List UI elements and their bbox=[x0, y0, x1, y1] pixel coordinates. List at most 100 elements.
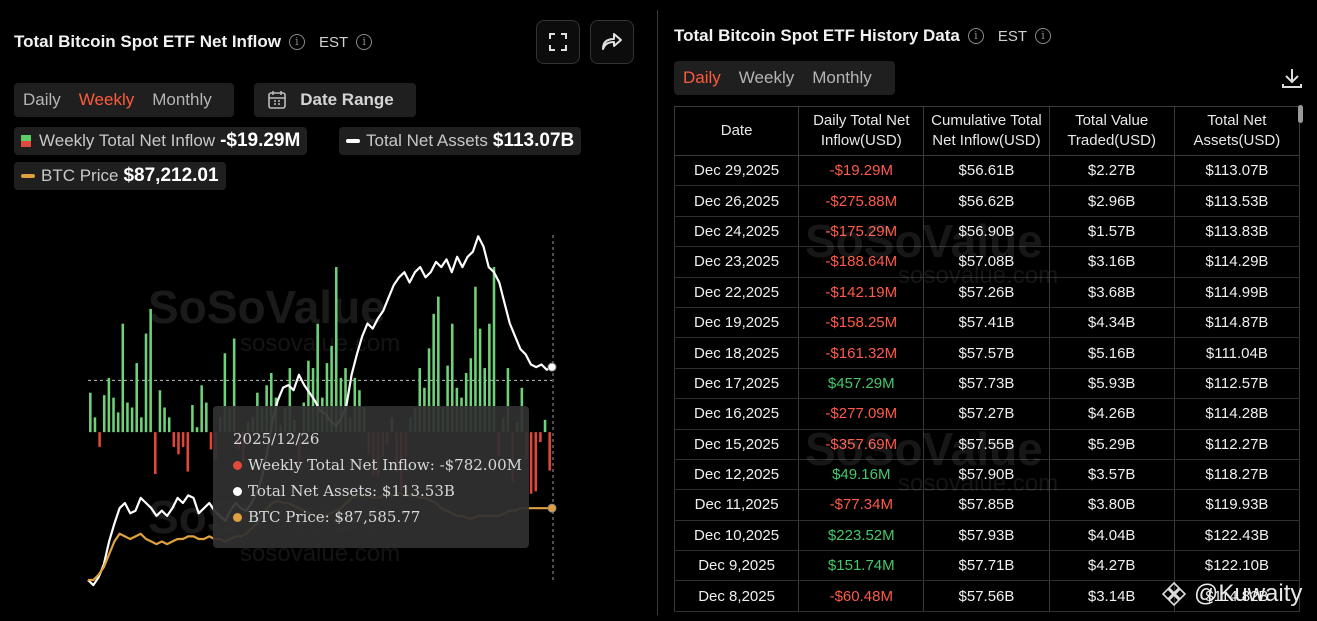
table-row[interactable]: Dec 19,2025 -$158.25M $57.41B $4.34B $114.87… bbox=[674, 307, 1300, 339]
tab-monthly[interactable]: Monthly bbox=[152, 90, 212, 109]
cell-cumulative-inflow: $57.27B bbox=[923, 398, 1050, 430]
cell-daily-inflow: -$188.64M bbox=[798, 246, 925, 278]
inflow-bar bbox=[506, 368, 510, 433]
cell-value-traded: $3.16B bbox=[1048, 246, 1175, 278]
date-range-button[interactable]: Date Range bbox=[254, 83, 416, 117]
watermark-url: sosovalue.com bbox=[240, 330, 401, 357]
cell-cumulative-inflow: $56.90B bbox=[923, 216, 1050, 248]
inflow-bar bbox=[437, 296, 440, 433]
panel-divider bbox=[657, 10, 658, 615]
info-icon[interactable]: i bbox=[356, 34, 373, 50]
tab-daily[interactable]: Daily bbox=[683, 68, 721, 87]
inflow-bar bbox=[288, 368, 292, 433]
cell-cumulative-inflow: $56.62B bbox=[923, 185, 1050, 217]
table-header-row: Date Daily Total Net Inflow(USD) Cumulat… bbox=[674, 106, 1300, 156]
inflow-bar bbox=[102, 395, 106, 433]
inflow-bar bbox=[469, 358, 473, 433]
y-left-tick-label: 1B bbox=[58, 377, 76, 392]
tab-weekly[interactable]: Weekly bbox=[738, 68, 795, 87]
right-header: Total Bitcoin Spot ETF History Data i ES… bbox=[674, 26, 1052, 46]
inflow-bar bbox=[418, 368, 422, 433]
tab-monthly[interactable]: Monthly bbox=[812, 68, 872, 87]
table-row[interactable]: Dec 9,2025 $151.74M $57.71B $4.27B $122.10B bbox=[674, 550, 1300, 582]
table-row[interactable]: Dec 10,2025 $223.52M $57.93B $4.04B $122.43B bbox=[674, 520, 1300, 552]
info-icon[interactable]: i bbox=[1035, 28, 1052, 44]
source-mark-text: @Kuwaity bbox=[1194, 580, 1303, 607]
inflow-bar bbox=[450, 323, 454, 433]
legend-bar-icon bbox=[21, 135, 31, 147]
table-title: Total Bitcoin Spot ETF History Data bbox=[674, 26, 960, 45]
cell-date: Dec 11,2025 bbox=[674, 489, 800, 521]
table-row[interactable]: Dec 15,2025 -$357.69M $57.55B $5.29B $112.27… bbox=[674, 429, 1300, 460]
legend-line-orange-icon bbox=[21, 174, 35, 178]
table-row[interactable]: Dec 11,2025 -$77.34M $57.85B $3.80B $119.93B bbox=[674, 489, 1300, 521]
cell-daily-inflow: $151.74M bbox=[798, 550, 925, 582]
cell-value-traded: $1.57B bbox=[1048, 216, 1175, 248]
info-icon[interactable]: i bbox=[288, 34, 305, 50]
table-row[interactable]: Dec 8,2025 -$60.48M $57.56B $3.14B $114.82B bbox=[674, 580, 1300, 612]
table-row[interactable]: Dec 16,2025 -$277.09M $57.27B $4.26B $114.28… bbox=[674, 398, 1300, 430]
fullscreen-button[interactable] bbox=[536, 20, 580, 64]
table-row[interactable]: Dec 29,2025 -$19.29M $56.61B $2.27B $113.07B bbox=[674, 155, 1300, 187]
cell-date: Dec 23,2025 bbox=[674, 246, 800, 278]
cell-cumulative-inflow: $56.61B bbox=[923, 155, 1050, 187]
cell-net-assets: $113.83B bbox=[1173, 216, 1300, 248]
tooltip-btc: BTC Price: $87,585.77 bbox=[248, 508, 421, 526]
cell-value-traded: $4.26B bbox=[1048, 398, 1175, 430]
watermark: SoSoValue bbox=[805, 215, 1043, 267]
cell-daily-inflow: -$77.34M bbox=[798, 489, 925, 521]
tooltip-row-assets: Total Net Assets: $113.53B bbox=[233, 482, 455, 500]
inflow-bar bbox=[89, 392, 92, 433]
header-cumulative-inflow[interactable]: Cumulative Total Net Inflow(USD) bbox=[923, 106, 1050, 156]
inflow-bar bbox=[325, 363, 329, 433]
inflow-bar bbox=[316, 323, 319, 433]
table-row[interactable]: Dec 24,2025 -$175.29M $56.90B $1.57B $113.83… bbox=[674, 216, 1300, 248]
history-table-wrap: Date Daily Total Net Inflow(USD) Cumulat… bbox=[674, 106, 1300, 621]
y-left-tick-label: -1B bbox=[54, 475, 76, 490]
table-row[interactable]: Dec 23,2025 -$188.64M $57.08B $3.16B $114.29… bbox=[674, 246, 1300, 278]
header-value-traded[interactable]: Total Value Traded(USD) bbox=[1048, 106, 1175, 156]
inflow-bar bbox=[135, 363, 138, 433]
cell-cumulative-inflow: $57.56B bbox=[923, 580, 1050, 612]
inflow-bar bbox=[427, 348, 431, 433]
info-icon[interactable]: i bbox=[967, 28, 984, 44]
download-button[interactable] bbox=[1280, 66, 1304, 95]
dot-icon bbox=[233, 460, 242, 470]
share-button[interactable] bbox=[590, 20, 634, 64]
table-row[interactable]: Dec 22,2025 -$142.19M $57.26B $3.68B $114.99… bbox=[674, 277, 1300, 308]
y-left-tick-label: 0 bbox=[68, 426, 76, 441]
download-icon bbox=[1282, 69, 1302, 88]
table-row[interactable]: Dec 12,2025 $49.16M $57.90B $3.57B $118.27B bbox=[674, 459, 1300, 491]
header-daily-inflow[interactable]: Daily Total Net Inflow(USD) bbox=[798, 106, 925, 156]
header-net-assets[interactable]: Total Net Assets(USD) bbox=[1173, 106, 1300, 156]
cell-net-assets: $119.93B bbox=[1173, 489, 1300, 521]
cell-date: Dec 15,2025 bbox=[674, 429, 800, 460]
tab-daily[interactable]: Daily bbox=[23, 90, 61, 109]
cell-net-assets: $114.82B bbox=[1173, 580, 1300, 612]
cell-net-assets: $113.07B bbox=[1173, 155, 1300, 187]
watermark-url: sosovalue.com bbox=[898, 262, 1059, 289]
cell-cumulative-inflow: $57.90B bbox=[923, 459, 1050, 491]
cell-cumulative-inflow: $57.26B bbox=[923, 277, 1050, 308]
inflow-bar bbox=[93, 417, 97, 433]
stat-btc-label: BTC Price bbox=[41, 166, 119, 185]
table-row[interactable]: Dec 26,2025 -$275.88M $56.62B $2.96B $113.53… bbox=[674, 185, 1300, 217]
tab-weekly[interactable]: Weekly bbox=[78, 90, 135, 109]
cell-date: Dec 26,2025 bbox=[674, 185, 800, 217]
tooltip-row-inflow: Weekly Total Net Inflow: -$782.00M bbox=[233, 456, 522, 474]
inflow-bar bbox=[200, 385, 203, 433]
stat-inflow-value: -$19.29M bbox=[220, 130, 301, 151]
stat-net-assets: Total Net Assets $113.07B bbox=[339, 127, 582, 155]
cell-cumulative-inflow: $57.08B bbox=[923, 246, 1050, 278]
cell-value-traded: $4.27B bbox=[1048, 550, 1175, 582]
table-scrollbar[interactable] bbox=[1298, 105, 1303, 123]
stat-btc-price: BTC Price $87,212.01 bbox=[14, 162, 226, 190]
table-row[interactable]: Dec 18,2025 -$161.32M $57.57B $5.16B $111.04… bbox=[674, 337, 1300, 369]
header-date[interactable]: Date bbox=[674, 106, 800, 156]
btc-price-point bbox=[547, 503, 557, 513]
inflow-bar bbox=[270, 373, 273, 433]
y-left-tick-label: 4B bbox=[58, 229, 76, 244]
cell-date: Dec 9,2025 bbox=[674, 550, 800, 582]
table-row[interactable]: Dec 17,2025 $457.29M $57.73B $5.93B $112.57B bbox=[674, 368, 1300, 400]
cell-net-assets: $114.29B bbox=[1173, 246, 1300, 278]
